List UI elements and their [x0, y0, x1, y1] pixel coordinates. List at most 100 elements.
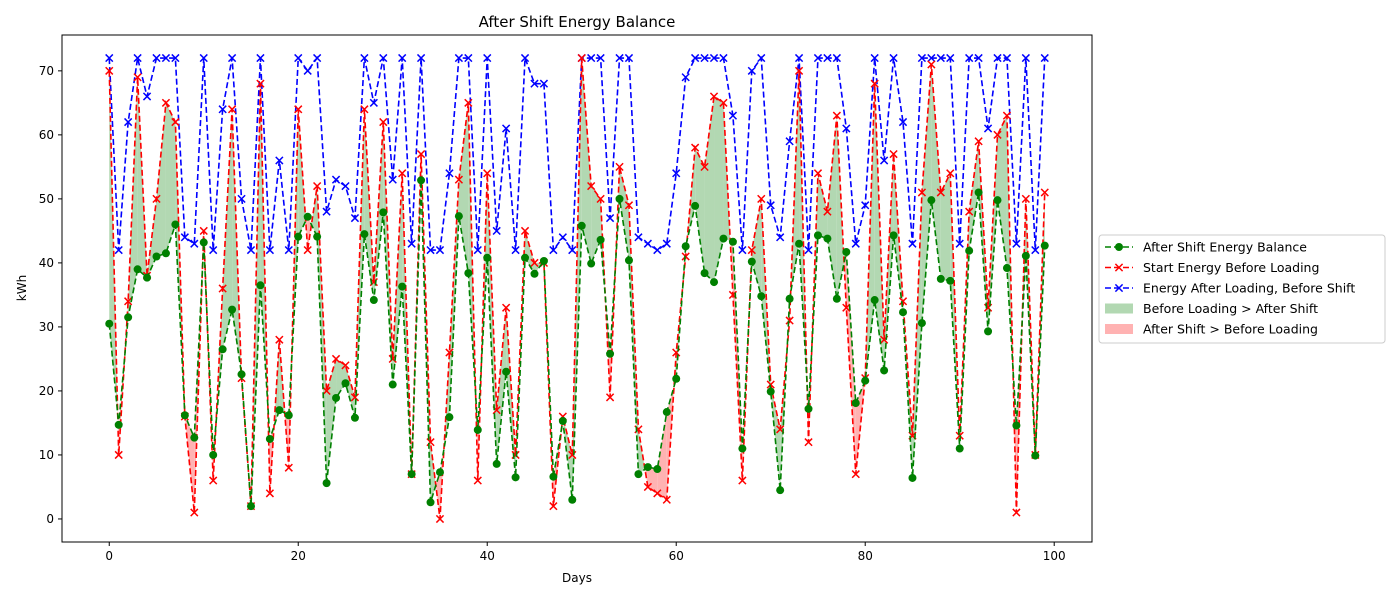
- y-tick-label: 40: [39, 256, 54, 270]
- series-2-point: [520, 53, 530, 63]
- series-0-point: [256, 281, 265, 290]
- series-1-point: [738, 476, 747, 485]
- series-0-point: [728, 237, 737, 246]
- series-1-point: [416, 149, 426, 159]
- series-1-point: [596, 194, 605, 204]
- series-1-point: [842, 303, 851, 312]
- series-1-point: [917, 188, 927, 197]
- series-2-point: [955, 239, 964, 248]
- fill-before-gt-after: [714, 96, 724, 283]
- series-0-point: [265, 434, 274, 443]
- series-2-point: [539, 79, 549, 88]
- series-0-point: [199, 238, 208, 247]
- y-tick-label: 70: [39, 64, 54, 78]
- series-2-point: [275, 156, 284, 165]
- series-2-point: [615, 53, 624, 63]
- legend-label: After Shift > Before Loading: [1143, 322, 1318, 337]
- fill-after-gt-before: [435, 472, 440, 519]
- series-0-point: [558, 417, 567, 426]
- series-2-point: [605, 213, 615, 223]
- series-1-point: [256, 79, 265, 88]
- series-0-point: [521, 253, 530, 262]
- series-2-point: [965, 53, 974, 63]
- series-2-point: [794, 53, 804, 63]
- series-2-point: [747, 66, 756, 75]
- fill-before-gt-after: [458, 102, 469, 274]
- series-0-point: [152, 252, 161, 261]
- x-axis-label: Days: [562, 571, 592, 585]
- series-1-point: [227, 105, 237, 114]
- x-axis: 0 20 40 60 80 100: [105, 542, 1066, 563]
- series-2-point: [284, 245, 293, 255]
- series-0-point: [539, 256, 548, 265]
- series-0-point: [719, 234, 728, 243]
- series-0-point: [776, 486, 785, 495]
- series-2-point: [832, 53, 841, 63]
- series-0-point: [171, 220, 180, 229]
- series-2-point: [889, 53, 898, 63]
- fill-before-gt-after: [392, 173, 403, 385]
- fill-before-gt-after: [969, 141, 979, 251]
- fill-before-gt-after: [687, 147, 696, 241]
- fill-before-gt-after: [156, 102, 166, 257]
- series-2-point: [690, 53, 700, 63]
- fill-before-gt-after: [723, 102, 731, 241]
- series-0-point: [417, 176, 426, 185]
- fill-before-gt-after: [222, 109, 233, 350]
- series-0-point: [738, 444, 747, 453]
- series-2-point: [946, 53, 955, 63]
- series-0-point: [1002, 264, 1011, 273]
- x-tick-label: 60: [669, 549, 684, 563]
- series-1-point: [530, 258, 539, 268]
- series-0-point: [313, 232, 322, 241]
- series-0-point: [955, 444, 964, 453]
- series-1-point: [350, 393, 360, 402]
- series-0-point: [662, 408, 671, 417]
- series-0-point: [927, 196, 936, 205]
- series-0-point: [530, 269, 539, 278]
- series-0-point: [851, 399, 860, 408]
- series-0-point: [190, 433, 199, 442]
- series-2-point: [435, 245, 445, 255]
- series-1-point: [218, 284, 227, 293]
- series-0-point: [1040, 241, 1049, 250]
- series-2-point: [161, 53, 171, 63]
- series-0-point: [124, 313, 133, 322]
- series-2-point: [596, 53, 605, 63]
- series-2-point: [587, 53, 596, 63]
- y-tick-label: 10: [39, 448, 54, 462]
- series-0-point: [691, 201, 700, 210]
- series-1-point: [133, 73, 142, 82]
- series-1-point: [313, 181, 322, 191]
- series-0-point: [1012, 421, 1021, 430]
- series-2-point: [728, 111, 738, 120]
- series-1-point: [965, 207, 974, 216]
- series-0-point: [577, 221, 586, 230]
- series-0-point: [917, 319, 926, 328]
- series-2-point: [190, 239, 199, 248]
- plot-area: [105, 53, 1049, 524]
- series-0-point: [407, 470, 416, 479]
- series-1-point: [464, 98, 473, 107]
- series-0-point: [1021, 251, 1030, 260]
- series-1-point: [624, 201, 634, 210]
- series-1-point: [870, 79, 879, 88]
- series-0-point: [284, 411, 293, 420]
- x-tick-label: 0: [105, 549, 113, 563]
- series-2-point: [804, 245, 813, 255]
- series-2-point: [416, 53, 426, 63]
- series-0-point: [643, 463, 652, 472]
- series-1-point: [1040, 188, 1049, 197]
- series-1-point: [804, 438, 813, 447]
- series-1-point: [615, 162, 624, 172]
- legend-box: [1098, 234, 1386, 344]
- fill-before-gt-after: [317, 186, 327, 484]
- series-2-point: [870, 53, 879, 63]
- fill-before-gt-after: [770, 384, 781, 491]
- series-1-point: [473, 476, 482, 485]
- series-1-point: [605, 393, 615, 402]
- series-1-point: [719, 98, 728, 107]
- series-2-point: [322, 207, 331, 216]
- series-0-point: [483, 253, 492, 262]
- legend-swatch-fill: [1105, 303, 1133, 314]
